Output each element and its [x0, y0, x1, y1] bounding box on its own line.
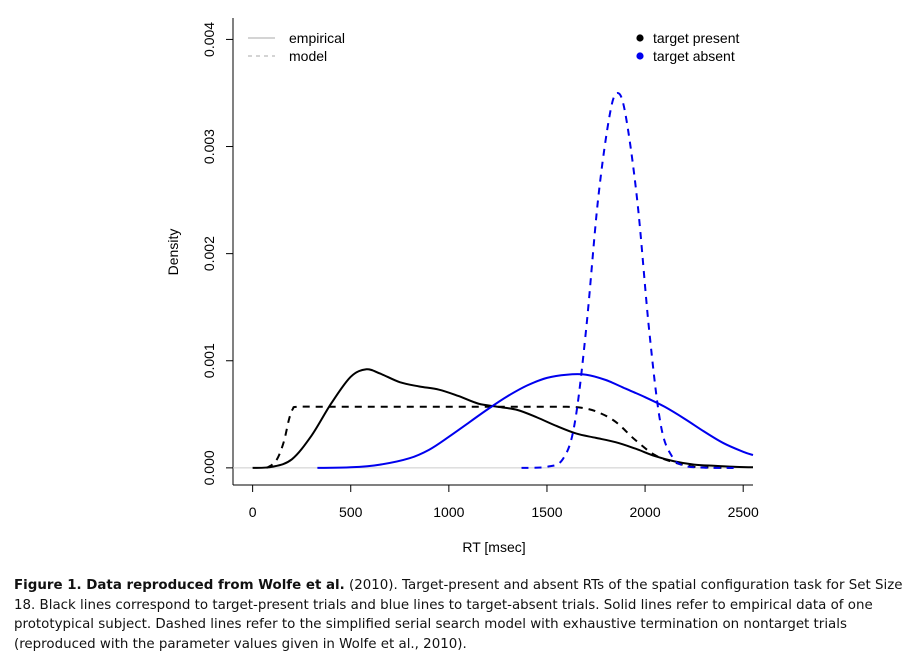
- x-tick-label: 1500: [531, 504, 562, 520]
- target-present-empirical-line: [252, 368, 754, 469]
- target-absent-model-line: [521, 92, 736, 469]
- x-axis-ticks: 0 500 1000 1500 2000 2500: [249, 485, 759, 520]
- condition-legend: target present target absent: [636, 30, 739, 64]
- target-present-model-line: [265, 405, 734, 469]
- y-tick-label: 0.002: [201, 236, 217, 271]
- density-chart: 0 500 1000 1500 2000 2500 0.0000.0010.0020.00…: [165, 18, 759, 555]
- x-tick-label: 2500: [728, 504, 759, 520]
- target-absent-empirical-line: [317, 373, 754, 469]
- figure-caption: Figure 1. Data reproduced from Wolfe et …: [14, 576, 914, 654]
- caption-body: (2010). Target-present and absent RTs of…: [14, 578, 903, 652]
- x-tick-label: 0: [249, 504, 257, 520]
- x-tick-label: 500: [339, 504, 363, 520]
- y-tick-label: 0.001: [201, 343, 217, 378]
- legend-model-label: model: [289, 48, 327, 64]
- y-axis-ticks: 0.000 0.001 0.002 0.003 0.004: [201, 22, 233, 485]
- series-layer: [252, 92, 754, 469]
- linestyle-legend: empirical model: [248, 30, 345, 64]
- legend-target-present-label: target present: [653, 30, 739, 46]
- legend-target-absent-dot: [636, 52, 644, 60]
- x-tick-label: 1000: [433, 504, 464, 520]
- legend-empirical-label: empirical: [289, 30, 345, 46]
- y-tick-label: 0.004: [201, 22, 217, 57]
- x-tick-label: 2000: [629, 504, 660, 520]
- y-axis-title: Density: [165, 229, 181, 276]
- y-tick-label: 0.003: [201, 129, 217, 164]
- x-axis-title: RT [msec]: [462, 539, 525, 555]
- legend-target-absent-label: target absent: [653, 48, 735, 64]
- caption-lead: Figure 1. Data reproduced from Wolfe et …: [14, 578, 345, 593]
- legend-target-present-dot: [636, 34, 644, 42]
- y-tick-label: 0.000: [201, 450, 217, 485]
